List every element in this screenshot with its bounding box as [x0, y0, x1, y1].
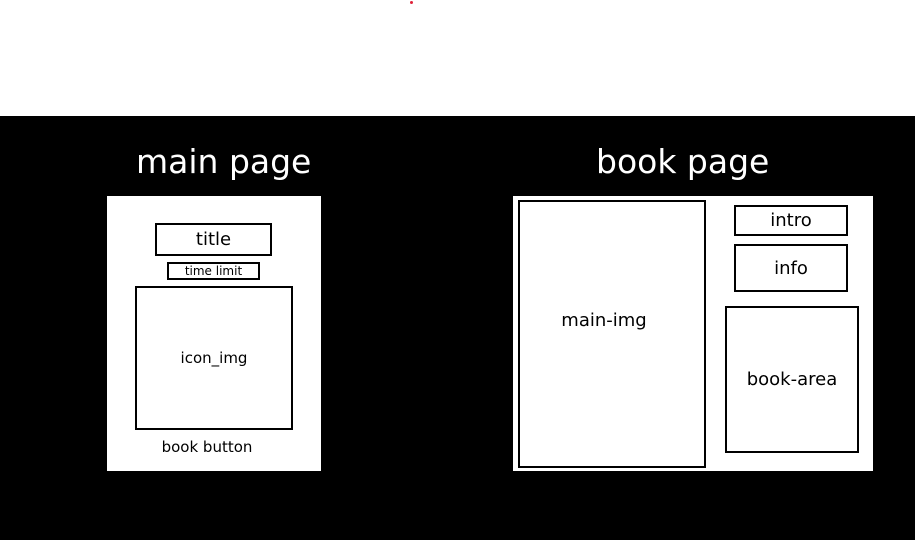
book-area-box: book-area — [725, 306, 859, 453]
book-page-frame: main-img intro info book-area — [513, 196, 873, 471]
top-blank-area — [0, 0, 915, 116]
intro-box: intro — [734, 205, 848, 236]
main-page-frame: title time limit icon_img book button — [107, 196, 321, 471]
main-img-box: main-img — [518, 200, 706, 468]
book-button-label: book button — [161, 438, 253, 456]
main-img-label: main-img — [561, 309, 647, 331]
main-page-heading: main page — [136, 142, 312, 181]
icon-img-box: icon_img — [135, 286, 293, 430]
diagram-canvas: main page title time limit icon_img book… — [0, 116, 915, 540]
title-box: title — [155, 223, 272, 256]
book-page-heading: book page — [596, 142, 770, 181]
marker-dot — [410, 1, 413, 4]
time-limit-box: time limit — [167, 262, 260, 280]
info-box: info — [734, 244, 848, 292]
